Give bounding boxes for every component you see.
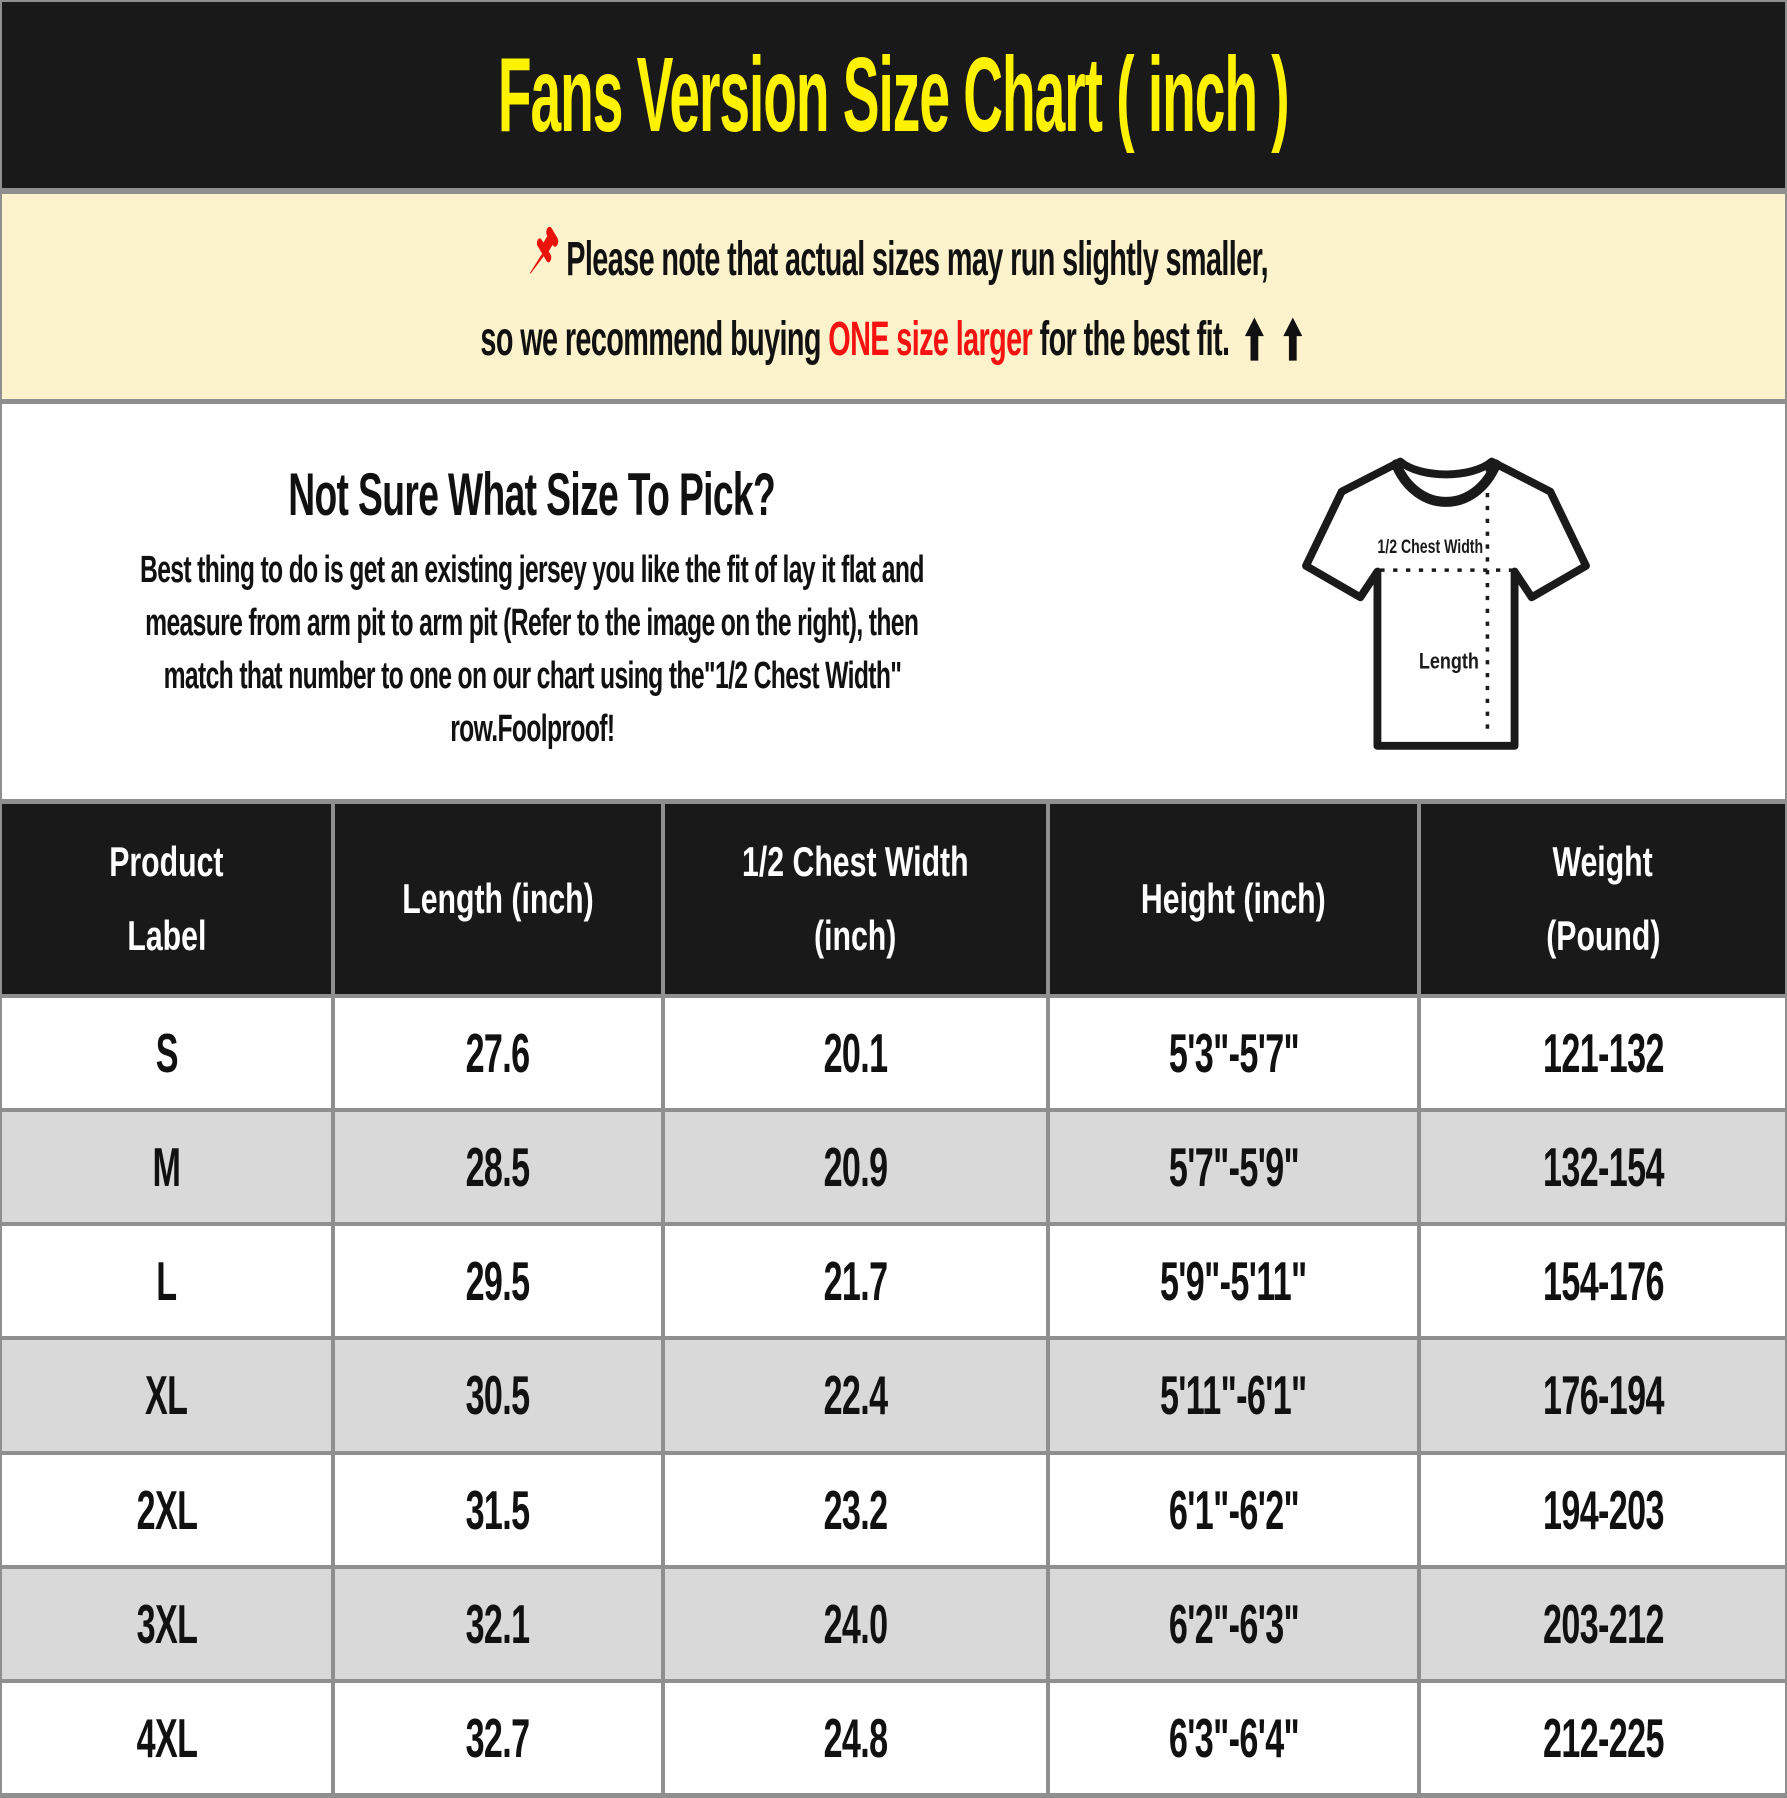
cell-size-label: L [2, 1226, 332, 1337]
cell-height: 6'3"-6'4" [1050, 1682, 1418, 1793]
cell-weight: 194-203 [1421, 1454, 1785, 1565]
cell-weight: 154-176 [1421, 1226, 1785, 1337]
cell-length: 27.6 [335, 998, 661, 1109]
guide-heading: Not Sure What Size To Pick? [288, 461, 777, 528]
guide-text-line: measure from arm pit to arm pit (Refer t… [145, 602, 919, 644]
up-arrow-icon [1244, 317, 1264, 361]
cell-chest-width: 20.9 [664, 1112, 1047, 1223]
size-notice: Please note that actual sizes may run sl… [2, 188, 1785, 404]
cell-length: 28.5 [335, 1112, 661, 1223]
guide-text-line: row.Foolproof! [449, 708, 615, 750]
cell-weight: 203-212 [1421, 1568, 1785, 1679]
cell-weight: 132-154 [1421, 1112, 1785, 1223]
cell-length: 32.1 [335, 1568, 661, 1679]
sizing-guide-text: Not Sure What Size To Pick? Best thing t… [2, 404, 1062, 799]
one-size-larger-highlight: ONE size larger [828, 313, 1033, 366]
cell-chest-width: 22.4 [664, 1340, 1047, 1451]
chest-width-label: 1/2 Chest Width [1377, 537, 1483, 558]
cell-height: 5'11"-6'1" [1050, 1340, 1418, 1451]
cell-chest-width: 24.8 [664, 1682, 1047, 1793]
cell-size-label: 2XL [2, 1454, 332, 1565]
notice-line-1: Please note that actual sizes may run sl… [270, 225, 1518, 288]
size-table: Product Label Length (inch) 1/2 Chest Wi… [2, 799, 1785, 1796]
notice-text-2-suffix: for the best fit. [1039, 313, 1230, 366]
cell-chest-width: 20.1 [664, 998, 1047, 1109]
cell-size-label: 3XL [2, 1568, 332, 1679]
cell-size-label: S [2, 998, 332, 1109]
notice-text-2-prefix: so we recommend buying [480, 313, 821, 366]
page-title: Fans Version Size Chart ( inch ) [498, 35, 1290, 154]
cell-length: 30.5 [335, 1340, 661, 1451]
guide-text-line: match that number to one on our chart us… [163, 655, 901, 697]
cell-length: 32.7 [335, 1682, 661, 1793]
column-header-height: Height (inch) [1050, 804, 1418, 994]
cell-chest-width: 23.2 [664, 1454, 1047, 1565]
sizing-guide: Not Sure What Size To Pick? Best thing t… [2, 404, 1785, 799]
pushpin-icon [529, 226, 558, 274]
cell-weight: 212-225 [1421, 1682, 1785, 1793]
cell-weight: 176-194 [1421, 1340, 1785, 1451]
column-header-product-label: Product Label [2, 804, 332, 994]
cell-length: 29.5 [335, 1226, 661, 1337]
length-label: Length [1418, 649, 1478, 674]
cell-size-label: 4XL [2, 1682, 332, 1793]
cell-height: 6'1"-6'2" [1050, 1454, 1418, 1565]
up-arrow-icon [1283, 317, 1303, 361]
cell-chest-width: 21.7 [664, 1226, 1047, 1337]
column-header-length: Length (inch) [335, 804, 661, 994]
title-banner: Fans Version Size Chart ( inch ) [2, 2, 1785, 188]
guide-text-line: Best thing to do is get an existing jers… [140, 549, 924, 591]
cell-length: 31.5 [335, 1454, 661, 1565]
diagram-panel: 1/2 Chest Width Length [1062, 404, 1785, 799]
column-header-weight: Weight (Pound) [1421, 804, 1785, 994]
cell-chest-width: 24.0 [664, 1568, 1047, 1679]
cell-height: 5'9"-5'11" [1050, 1226, 1418, 1337]
cell-size-label: M [2, 1112, 332, 1223]
cell-size-label: XL [2, 1340, 332, 1451]
tshirt-measurement-diagram: 1/2 Chest Width Length [1301, 457, 1590, 750]
column-header-chest-width: 1/2 Chest Width (inch) [664, 804, 1047, 994]
notice-line-2: so we recommend buying ONE size larger f… [205, 312, 1582, 368]
cell-height: 6'2"-6'3" [1050, 1568, 1418, 1679]
notice-text-1: Please note that actual sizes may run sl… [566, 233, 1268, 286]
cell-height: 5'7"-5'9" [1050, 1112, 1418, 1223]
cell-weight: 121-132 [1421, 998, 1785, 1109]
cell-height: 5'3"-5'7" [1050, 998, 1418, 1109]
